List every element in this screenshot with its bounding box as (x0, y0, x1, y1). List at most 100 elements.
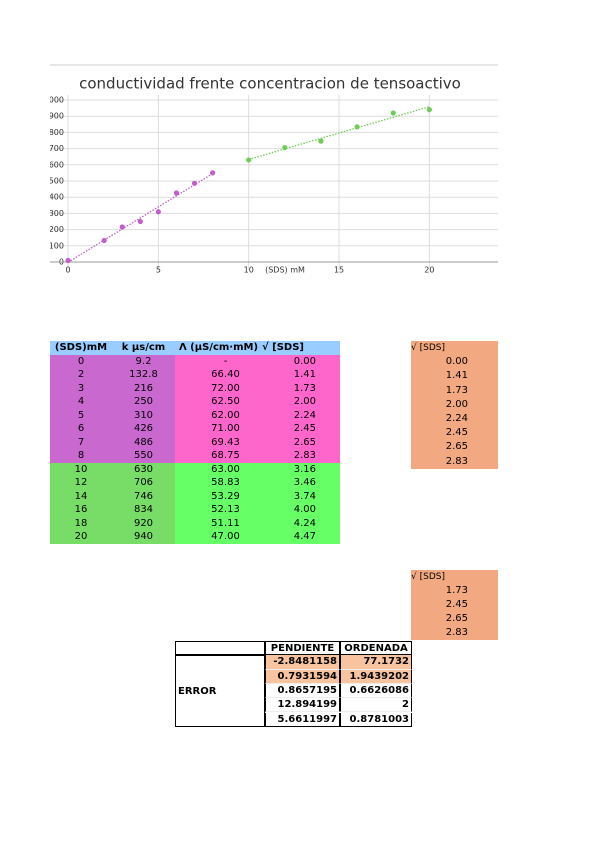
table-cell: 3.16 (262, 462, 340, 476)
table-cell: 8 (50, 449, 112, 463)
point (390, 110, 396, 116)
table-cell: 0.00 (262, 354, 340, 368)
table-cell: 1.73 (411, 383, 498, 398)
table-cell: 63.00 (175, 462, 262, 476)
table-cell: 2 (340, 698, 412, 713)
table-cell: 250 (112, 395, 175, 409)
header-cell: k µs/cm (112, 341, 175, 355)
y-tick-label: 500 (49, 177, 64, 186)
table-cell: 132.8 (112, 368, 175, 382)
table-cell: 3.46 (262, 476, 340, 490)
table-cell: 12.894199 (265, 698, 340, 713)
y-tick-label: 800 (49, 128, 64, 137)
table-cell: 2.83 (411, 454, 498, 469)
table-cell: 51.11 (175, 516, 262, 530)
y-tick-label: 900 (49, 112, 64, 121)
point (155, 209, 161, 215)
table-cell: 4 (50, 395, 112, 409)
point (137, 218, 143, 225)
row-label: ERROR (175, 655, 265, 727)
table-cell: 3 (50, 381, 112, 395)
table-cell: 834 (112, 503, 175, 517)
header-cell: Λ (µS/cm·mM) (175, 341, 262, 355)
table-cell: 9.2 (112, 354, 175, 368)
header-cell: √ [SDS] (411, 341, 498, 356)
table-cell: 920 (112, 516, 175, 530)
table-cell: 706 (112, 476, 175, 490)
table-cell: 47.00 (175, 530, 262, 544)
x-tick-label: 10 (244, 266, 254, 275)
header-cell: (SDS)mM (50, 341, 112, 355)
point (354, 124, 360, 130)
table-cell: 550 (112, 449, 175, 463)
table-cell: 1.41 (411, 369, 498, 384)
y-tick-label: 100 (49, 241, 64, 250)
y-tick-label: 1000 (44, 96, 64, 105)
x-axis-label: (SDS) mM (265, 266, 305, 275)
table-cell: 1.73 (411, 584, 498, 598)
table-cell: - (175, 354, 262, 368)
table-cell: 14 (50, 489, 112, 503)
trendline (248, 106, 430, 161)
table-cell: 310 (112, 408, 175, 422)
table-cell: 1.9439202 (340, 669, 412, 684)
table-cell: 426 (112, 422, 175, 436)
table-cell: 2.65 (411, 612, 498, 626)
x-tick-label: 0 (66, 266, 71, 275)
y-tick-label: 300 (49, 209, 64, 218)
table-cell: 2.45 (411, 426, 498, 441)
table-cell: 4.00 (262, 503, 340, 517)
table-cell: 69.43 (175, 435, 262, 449)
table-cell: 5 (50, 408, 112, 422)
point (173, 190, 180, 196)
table-cell: 12 (50, 476, 112, 490)
y-tick-label: 600 (49, 160, 64, 169)
table-cell: 2.45 (411, 598, 498, 612)
header-cell: PENDIENTE (265, 641, 340, 656)
table-cell: 2.45 (262, 422, 340, 436)
table-cell: 0 (50, 354, 112, 368)
chart: conductividad frente concentracion de te… (44, 64, 498, 275)
table-cell: 216 (112, 381, 175, 395)
table-cell: 7 (50, 435, 112, 449)
point (282, 145, 288, 151)
table-cell: 58.83 (175, 476, 262, 490)
table-cell: 2.00 (262, 395, 340, 409)
table-cell: 2 (50, 368, 112, 382)
table-cell: 2.00 (411, 397, 498, 412)
table-cell: 16 (50, 503, 112, 517)
table-cell: 66.40 (175, 368, 262, 382)
point (101, 237, 107, 244)
table-cell: 2.83 (411, 626, 498, 640)
x-tick-label: 20 (424, 266, 434, 275)
table-cell: 0.8657195 (265, 683, 340, 699)
table-cell: 77.1732 (340, 655, 412, 670)
table-cell: 68.75 (175, 449, 262, 463)
table-cell: 10 (50, 462, 112, 476)
table-cell: 18 (50, 516, 112, 530)
table-cell: 746 (112, 489, 175, 503)
table-cell: 62.50 (175, 395, 262, 409)
table-cell: 630 (112, 462, 175, 476)
point (65, 257, 71, 264)
table-cell: 71.00 (175, 422, 262, 436)
table-cell: 2.83 (262, 449, 340, 463)
table-cell: 4.24 (262, 516, 340, 530)
table-cell: 0.7931594 (265, 669, 340, 684)
x-tick-label: 5 (156, 266, 161, 275)
point (318, 138, 324, 144)
table-cell: 3.74 (262, 489, 340, 503)
point (246, 157, 252, 163)
table-cell: 52.13 (175, 503, 262, 517)
table-cell: 0.8781003 (340, 712, 412, 727)
header-cell (175, 641, 265, 656)
y-tick-label: 200 (49, 225, 64, 234)
table-cell: 2.24 (411, 412, 498, 427)
table-cell: 72.00 (175, 381, 262, 395)
y-tick-label: 400 (49, 193, 64, 202)
table-cell: 940 (112, 530, 175, 544)
table-cell: 53.29 (175, 489, 262, 503)
table-cell: -2.8481158 (265, 655, 340, 670)
